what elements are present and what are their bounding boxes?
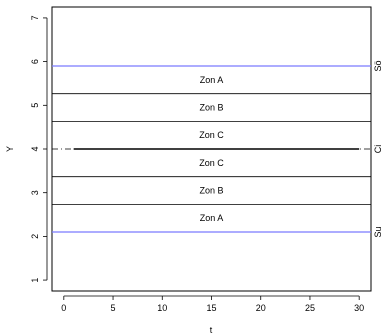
x-tick-label: 25: [305, 303, 315, 313]
y-tick-label: 4: [30, 146, 40, 151]
center-line-group: Ci: [52, 145, 383, 154]
y-tick-label: 5: [30, 103, 40, 108]
x-tick-label: 5: [111, 303, 116, 313]
zone-label: Zon B: [199, 186, 223, 196]
x-axis: 0 5 10 15 20 25 30: [61, 295, 364, 313]
y-tick-label: 1: [30, 278, 40, 283]
x-tick-label: 15: [206, 303, 216, 313]
x-tick-label: 30: [354, 303, 364, 313]
control-limit-lines: Sö Su: [52, 60, 383, 238]
y-axis-label: Y: [5, 146, 15, 152]
control-limit-label: Su: [373, 227, 383, 238]
center-line-label: Ci: [373, 145, 383, 154]
zone-label: Zon B: [199, 102, 223, 112]
zone-labels: Zon A Zon B Zon C Zon C Zon B Zon A: [199, 75, 224, 223]
y-axis: 1 2 3 4 5 6 7: [30, 15, 48, 283]
y-tick-label: 6: [30, 59, 40, 64]
x-axis-label: t: [210, 325, 213, 335]
zone-lines: [52, 93, 371, 205]
y-tick-label: 2: [30, 234, 40, 239]
zone-label: Zon A: [200, 75, 224, 85]
y-tick-label: 7: [30, 15, 40, 20]
zone-label: Zon C: [199, 130, 224, 140]
x-tick-label: 20: [256, 303, 266, 313]
zone-label: Zon C: [199, 158, 224, 168]
x-tick-label: 10: [157, 303, 167, 313]
control-limit-label: Sö: [373, 60, 383, 71]
zone-label: Zon A: [200, 213, 224, 223]
x-tick-label: 0: [61, 303, 66, 313]
y-tick-label: 3: [30, 190, 40, 195]
